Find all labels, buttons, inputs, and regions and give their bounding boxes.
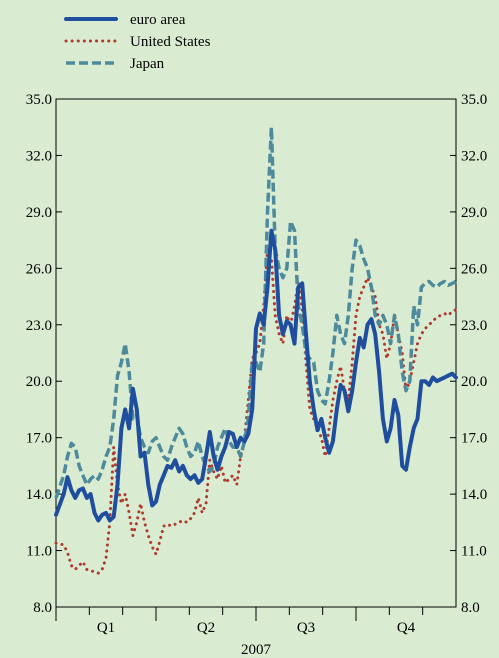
y-tick-label-left: 20.0: [26, 374, 52, 390]
x-quarter-label: Q4: [397, 620, 416, 636]
y-tick-label-left: 32.0: [26, 148, 52, 164]
legend-label: euro area: [130, 12, 186, 28]
y-tick-label-right: 8.0: [461, 600, 480, 616]
y-tick-label-right: 20.0: [461, 374, 487, 390]
series-line-euro-area: [54, 228, 458, 523]
legend-label: United States: [130, 34, 211, 50]
right-y-axis: 8.0 11.0 14.0 17.0 20.0 23.0 26.0 29.0 32.0 35.0: [450, 92, 487, 616]
x-quarter-label: Q2: [197, 620, 215, 636]
legend: euro area United States Japan: [64, 12, 211, 72]
y-tick-label-right: 11.0: [461, 544, 487, 560]
y-tick-label-left: 8.0: [33, 600, 52, 616]
x-axis-year-label: 2007: [241, 642, 272, 658]
y-tick-label-right: 29.0: [461, 205, 487, 221]
y-tick-label-left: 23.0: [26, 318, 52, 334]
left-y-axis: 8.0 11.0 14.0 17.0 20.0 23.0 26.0 29.0 32.0 35.0: [26, 92, 62, 616]
y-tick-label-right: 14.0: [461, 487, 487, 503]
x-quarter-label: Q3: [297, 620, 315, 636]
y-tick-label-left: 17.0: [26, 431, 52, 447]
y-tick-label-right: 35.0: [461, 92, 487, 108]
series-layer: [54, 125, 458, 575]
x-quarter-label: Q1: [97, 620, 115, 636]
y-tick-label-left: 29.0: [26, 205, 52, 221]
y-tick-label-right: 26.0: [461, 261, 487, 277]
legend-label: Japan: [130, 56, 165, 72]
y-tick-label-right: 32.0: [461, 148, 487, 164]
series-line-japan: [54, 125, 457, 499]
y-tick-label-left: 26.0: [26, 261, 52, 277]
y-tick-label-right: 17.0: [461, 431, 487, 447]
y-tick-label-left: 35.0: [26, 92, 52, 108]
x-axis: Q1 Q2 Q3 Q4: [55, 607, 424, 636]
y-tick-label-left: 14.0: [26, 487, 52, 503]
y-tick-label-left: 11.0: [26, 544, 52, 560]
y-tick-label-right: 23.0: [461, 318, 487, 334]
